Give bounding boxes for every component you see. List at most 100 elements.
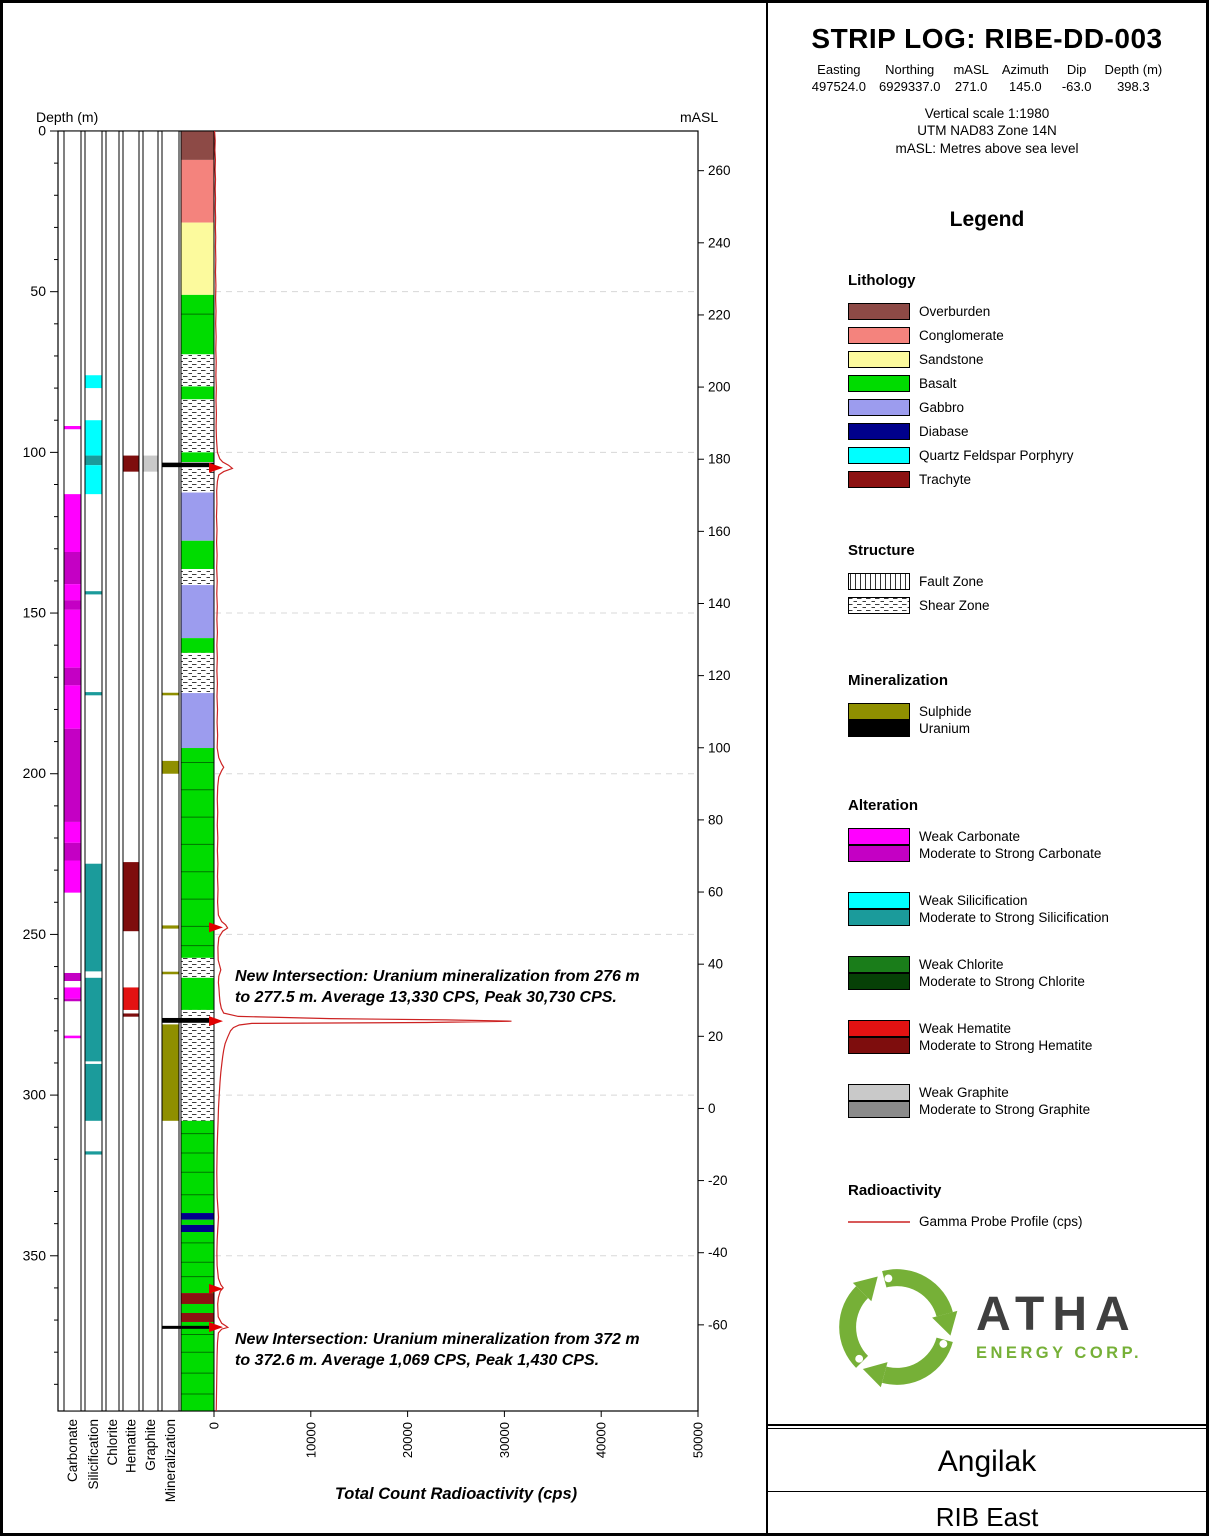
gamma-spike-arrows [209,462,223,1333]
svg-text:30000: 30000 [497,1422,512,1458]
legend-swatch [848,1036,910,1054]
legend-label: Gabbro [919,399,965,415]
legend-label: Moderate to Strong Carbonate [919,845,1102,861]
gamma-profile-line [214,130,512,1412]
svg-text:120: 120 [708,668,731,683]
legend-alteration-pair: Weak Graphite Moderate to Strong Graphite [848,1083,1206,1118]
collar-field: mASL 271.0 [953,62,988,95]
svg-text:50000: 50000 [691,1422,706,1458]
svg-text:50: 50 [30,283,46,299]
svg-text:20: 20 [708,1029,723,1044]
legend-swatch [848,891,910,909]
logo-text: ATHA ENERGY CORP. [976,1291,1142,1363]
collar-field-value: 398.3 [1117,78,1150,94]
atha-logo-emblem [832,1262,958,1392]
svg-text:100: 100 [23,444,47,460]
legend-swatch [848,596,910,614]
legend-item: Uranium [848,719,1206,737]
legend-swatch [848,1083,910,1101]
spike-arrow-icon [209,922,223,933]
legend-item: Fault Zone [848,572,1206,590]
legend-swatch [848,422,910,440]
legend-label: Weak Carbonate [919,828,1021,844]
legend-heading: Radioactivity [848,1181,942,1199]
svg-text:0: 0 [38,123,46,139]
collar-field: Depth (m) 398.3 [1104,62,1163,95]
legend-swatch [848,572,910,590]
legend-section-lithology: Lithology Overburden Conglomerate Sandstone… [848,272,1206,488]
svg-text:40: 40 [708,957,723,972]
strip-log-chart-panel: 0 50 100 150 200 250 300 350 Depth (m) 260 240 220 2… [3,3,766,1533]
svg-text:Silicification: Silicification [86,1419,101,1490]
svg-text:mASL: mASL [680,109,718,125]
legend-item: Diabase [848,422,1206,440]
legend-swatch [848,827,910,845]
depth-axis: 0 50 100 150 200 250 300 350 Depth (m) [23,109,98,1385]
spike-arrow-icon [209,462,223,473]
legend-item: Weak Hematite [848,1019,1206,1037]
svg-text:160: 160 [708,524,731,539]
legend-swatch [848,446,910,464]
svg-text:40000: 40000 [594,1422,609,1458]
svg-text:0: 0 [207,1422,222,1429]
svg-text:0: 0 [708,1101,716,1116]
legend-label: Quartz Feldspar Porphyry [919,447,1074,463]
svg-text:Hematite: Hematite [124,1419,139,1473]
legend-label: Moderate to Strong Hematite [919,1037,1093,1053]
legend-item: Overburden [848,302,1206,320]
legend-item: Weak Chlorite [848,955,1206,973]
legend-heading: Lithology [848,271,916,289]
svg-text:-40: -40 [708,1245,728,1260]
collar-field: Easting 497524.0 [811,62,866,95]
svg-text:200: 200 [23,765,47,781]
legend-section-alteration: Alteration Weak Carbonate Moderate to Stro… [848,797,1206,1118]
collar-field: Dip -63.0 [1062,62,1092,95]
atha-logo: ATHA ENERGY CORP. [768,1262,1206,1392]
gamma-axis: 0 10000 20000 30000 40000 50000 Total Count Ra… [207,1411,706,1503]
legend-swatch [848,1019,910,1037]
collar-field: Azimuth 145.0 [1002,62,1049,95]
svg-text:180: 180 [708,452,731,467]
legend-label: Sulphide [919,703,972,719]
page-title: STRIP LOG: RIBE-DD-003 [811,23,1163,54]
legend-swatch [848,702,910,720]
legend-heading: Mineralization [848,671,949,689]
svg-text:60: 60 [708,885,723,900]
legend-label: Weak Chlorite [919,956,1004,972]
svg-text:350: 350 [23,1247,47,1263]
footer: Angilak RIB East [768,1424,1206,1533]
logo-wordmark: ATHA [975,1288,1138,1341]
svg-text:200: 200 [708,380,731,395]
svg-text:Chlorite: Chlorite [105,1419,120,1466]
collar-field-value: 497524.0 [811,78,866,94]
legend-item: Trachyte [848,470,1206,488]
legend: Lithology Overburden Conglomerate Sandstone… [768,272,1206,1230]
collar-info: Easting 497524.0 Northing 6929337.0 mASL 271.… [768,62,1206,95]
legend-swatch [848,470,910,488]
utm-note: UTM NAD83 Zone 14N [917,123,1057,139]
legend-item: Conglomerate [848,326,1206,344]
svg-text:250: 250 [23,926,47,942]
legend-swatch [848,719,910,737]
legend-label: Uranium [919,720,971,736]
svg-text:Depth (m): Depth (m) [36,109,98,125]
legend-item: Gabbro [848,398,1206,416]
legend-label: Conglomerate [919,327,1004,343]
legend-item: Moderate to Strong Silicification [848,908,1206,926]
legend-item: Quartz Feldspar Porphyry [848,446,1206,464]
svg-text:80: 80 [708,812,723,827]
legend-label: Gamma Probe Profile (cps) [919,1213,1083,1229]
mineralization-track [162,462,214,1329]
legend-swatch [848,908,910,926]
collar-field-label: Depth (m) [1104,62,1163,77]
legend-item: Moderate to Strong Carbonate [848,844,1206,862]
legend-label: Moderate to Strong Graphite [919,1101,1091,1117]
collar-field-value: 271.0 [954,78,988,94]
footer-divider [768,1426,1206,1429]
legend-heading: Structure [848,541,915,559]
svg-text:-60: -60 [708,1317,728,1332]
svg-text:150: 150 [23,605,47,621]
legend-swatch [848,398,910,416]
legend-swatch [848,374,910,392]
legend-section-mineralization: Mineralization Sulphide Uranium [848,672,1206,737]
